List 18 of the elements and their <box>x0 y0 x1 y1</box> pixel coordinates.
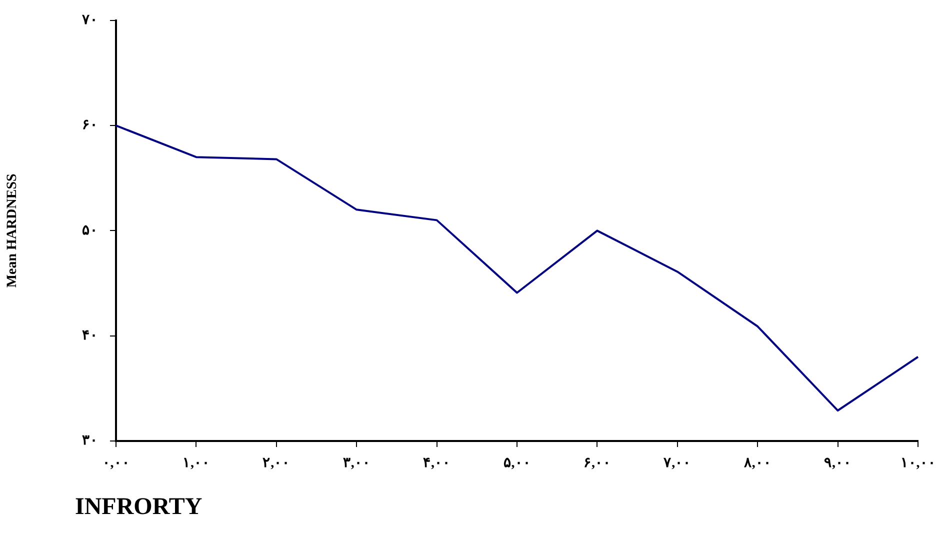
y-tick-label: ۶۰ <box>82 118 98 134</box>
x-tick-label: ۵,۰۰ <box>503 456 531 472</box>
x-tick-label: ۱۰,۰۰ <box>900 456 936 472</box>
x-tick-label: ۹,۰۰ <box>824 456 852 472</box>
y-tick-label: ۷۰ <box>81 13 98 28</box>
x-tick-label: ۲,۰۰ <box>262 456 290 472</box>
x-axis-title: INFRORTY <box>75 494 202 521</box>
y-tick-label: ۵۰ <box>82 223 98 238</box>
x-tick-label: ۷,۰۰ <box>662 456 692 472</box>
x-tick-label: ۰,۰۰ <box>102 456 130 472</box>
y-tick-label: ۳۰ <box>82 434 98 449</box>
y-axis-title: Mean HARDNESS <box>5 174 20 288</box>
x-tick-label: ۱,۰۰ <box>182 456 210 472</box>
x-tick-label: ۴,۰۰ <box>423 456 451 472</box>
x-tick-label: ۳,۰۰ <box>342 456 370 472</box>
y-tick-label: ۴۰ <box>82 328 98 344</box>
x-tick-label: ۶,۰۰ <box>583 456 611 472</box>
x-tick-label: ۸,۰۰ <box>742 456 772 472</box>
